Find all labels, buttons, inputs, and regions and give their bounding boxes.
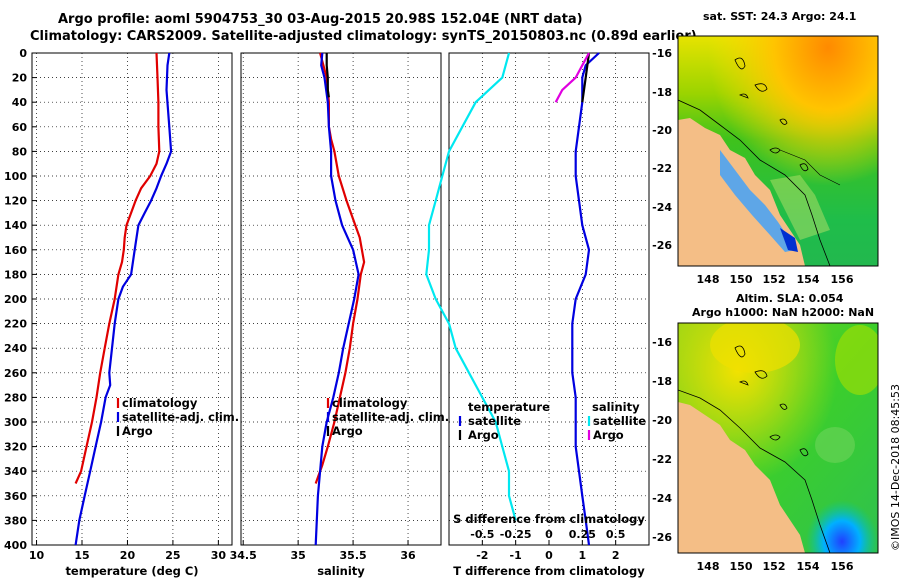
depth-tick-label: 360 (4, 490, 27, 503)
temperature-legend-label: satellite-adj. clim. (122, 410, 239, 424)
sst-lat-tick-label: -24 (652, 201, 672, 214)
sla-lon-tick-label: 154 (797, 560, 820, 573)
temperature-legend-label: Argo (122, 424, 153, 438)
salinity-legend-label: Argo (332, 424, 363, 438)
sla-lon-tick-label: 150 (730, 560, 753, 573)
sst-lon-tick-label: 152 (763, 273, 786, 286)
difference-legend-label-s: Argo (593, 428, 624, 442)
depth-tick-label: 160 (4, 244, 27, 257)
depth-tick-label: 0 (19, 47, 27, 60)
salinity-xlabel: salinity (317, 564, 365, 578)
sla-lat-tick-label: -22 (652, 453, 672, 466)
difference-xtick-label: -1 (510, 549, 522, 562)
sla-lat-tick-label: -20 (652, 414, 672, 427)
difference-s-tick-label: -0.5 (470, 528, 494, 541)
difference-s-tick-label: 0.5 (606, 528, 626, 541)
depth-tick-label: 60 (12, 121, 28, 134)
difference-xtick-label: 1 (579, 549, 587, 562)
sst-lon-tick-label: 150 (730, 273, 753, 286)
sst-map-title: sat. SST: 24.3 Argo: 24.1 (703, 10, 857, 23)
difference-series-t-satellite (571, 52, 600, 546)
difference-series-t-argo (581, 52, 591, 103)
difference-xtick-label: -2 (476, 549, 488, 562)
temperature-xtick-label: 20 (120, 549, 136, 562)
temperature-series-satellite-adj--clim- (74, 52, 173, 546)
difference-s-tick-label: 0 (545, 528, 553, 541)
sst-lat-tick-label: -20 (652, 124, 672, 137)
difference-legend-label: Argo (468, 428, 499, 442)
depth-tick-label: 400 (4, 539, 27, 552)
title-line-1: Argo profile: aoml 5904753_30 03-Aug-201… (58, 12, 583, 27)
salinity-xtick-label: 34.5 (230, 549, 257, 562)
salinity-series-satellite-adj--clim- (314, 52, 360, 546)
temperature-series-climatology (74, 52, 161, 484)
depth-tick-label: 80 (12, 145, 28, 158)
temperature-xtick-label: 15 (74, 549, 89, 562)
sla-map (677, 322, 879, 554)
depth-tick-label: 380 (4, 514, 27, 527)
sst-map (677, 35, 879, 267)
temperature-xtick-label: 25 (165, 549, 180, 562)
sst-lon-tick-label: 156 (831, 273, 854, 286)
sla-lon-tick-label: 156 (831, 560, 854, 573)
difference-legend-label-s: satellite (593, 414, 646, 428)
depth-tick-label: 320 (4, 441, 27, 454)
sla-lat-tick-label: -24 (652, 492, 672, 505)
depth-tick-label: 200 (4, 293, 27, 306)
temperature-legend-label: climatology (122, 396, 198, 410)
difference-legend-label: satellite (468, 414, 521, 428)
difference-series-s-argo (554, 52, 590, 103)
timestamp-stamp: ©IMOS 14-Dec-2018 08:45:53 (889, 384, 900, 551)
depth-tick-label: 20 (12, 72, 28, 85)
salinity-legend-label: climatology (332, 396, 408, 410)
salinity-legend-label: satellite-adj. clim. (332, 410, 449, 424)
depth-tick-label: 340 (4, 465, 27, 478)
depth-tick-label: 260 (4, 367, 27, 380)
salinity-frame (240, 52, 442, 546)
depth-tick-label: 240 (4, 342, 27, 355)
depth-tick-label: 140 (4, 219, 27, 232)
sla-lat-tick-label: -16 (652, 336, 672, 349)
difference-xtick-label: 0 (545, 549, 553, 562)
depth-tick-label: 120 (4, 195, 27, 208)
sla-map-title-line-2: Argo h1000: NaN h2000: NaN (692, 306, 875, 319)
depth-tick-label: 180 (4, 268, 27, 281)
sla-map-title-line-1: Altim. SLA: 0.054 (736, 292, 844, 305)
depth-tick-label: 220 (4, 318, 27, 331)
sla-lat-tick-label: -26 (652, 531, 672, 544)
difference-series-s-satellite (425, 52, 517, 521)
sst-lon-tick-label: 148 (697, 273, 720, 286)
depth-tick-label: 100 (4, 170, 27, 183)
sst-lat-tick-label: -18 (652, 86, 672, 99)
temperature-xlabel: temperature (deg C) (65, 564, 198, 578)
difference-legend-title-left: temperature (468, 400, 550, 414)
salinity-series-argo (325, 53, 330, 98)
sla-lon-tick-label: 152 (763, 560, 786, 573)
temperature-xtick-label: 30 (211, 549, 227, 562)
difference-s-tick-label: -0.25 (500, 528, 532, 541)
depth-tick-label: 40 (12, 96, 28, 109)
sst-lat-tick-label: -16 (652, 47, 672, 60)
salinity-xtick-label: 35.5 (340, 549, 367, 562)
difference-xlabel: T difference from climatology (453, 564, 645, 578)
difference-legend-title-right: salinity (592, 400, 640, 414)
temperature-xtick-label: 10 (29, 549, 45, 562)
sst-lat-tick-label: -26 (652, 239, 672, 252)
salinity-xtick-label: 36 (400, 549, 416, 562)
sla-lat-tick-label: -18 (652, 375, 672, 388)
sla-lon-tick-label: 148 (697, 560, 720, 573)
depth-tick-label: 280 (4, 391, 27, 404)
salinity-xtick-label: 35 (290, 549, 305, 562)
difference-s-tick-label: 0.25 (569, 528, 596, 541)
sst-lon-tick-label: 154 (797, 273, 820, 286)
depth-tick-label: 300 (4, 416, 27, 429)
difference-frame (448, 52, 650, 546)
title-line-2: Climatology: CARS2009. Satellite-adjuste… (30, 29, 697, 44)
difference-xlabel-top: S difference from climatology (453, 512, 645, 526)
difference-xtick-label: 2 (612, 549, 620, 562)
sst-lat-tick-label: -22 (652, 162, 672, 175)
